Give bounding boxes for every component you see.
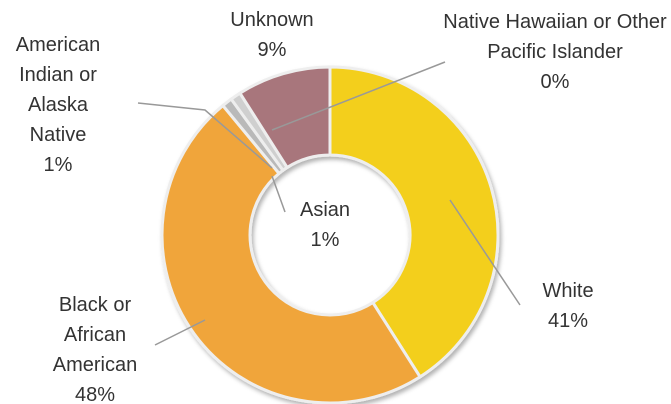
category-label: Black or African American	[52, 294, 138, 376]
donut-slice	[328, 65, 500, 379]
slice-label: Asian 1%	[270, 195, 380, 255]
value-label: 48%	[74, 384, 116, 404]
leader-line	[271, 61, 446, 131]
category-label: Unknown	[230, 9, 314, 31]
slice-label: Native Hawaiian or Other Pacific Islande…	[440, 7, 670, 97]
slice-label: White 41%	[510, 276, 626, 336]
category-label: Asian	[299, 199, 351, 221]
category-label: White	[542, 280, 594, 302]
value-label: 1%	[43, 154, 73, 176]
value-label: 9%	[257, 39, 287, 61]
leader-line	[154, 319, 206, 346]
value-label: 0%	[540, 71, 570, 93]
slice-label: Unknown 9%	[212, 5, 332, 65]
slice-label: American Indian or Alaska Native 1%	[0, 30, 116, 180]
leader-line	[449, 199, 521, 306]
value-label: 41%	[547, 310, 589, 332]
donut-slice	[160, 103, 423, 404]
category-label: Native Hawaiian or Other Pacific Islande…	[443, 11, 667, 63]
leader-line	[137, 102, 273, 169]
slice-label: Black or African American 48%	[30, 290, 160, 404]
category-label: American Indian or Alaska Native	[15, 34, 101, 146]
value-label: 1%	[310, 229, 340, 251]
leader-line	[271, 175, 286, 213]
donut	[160, 65, 500, 404]
